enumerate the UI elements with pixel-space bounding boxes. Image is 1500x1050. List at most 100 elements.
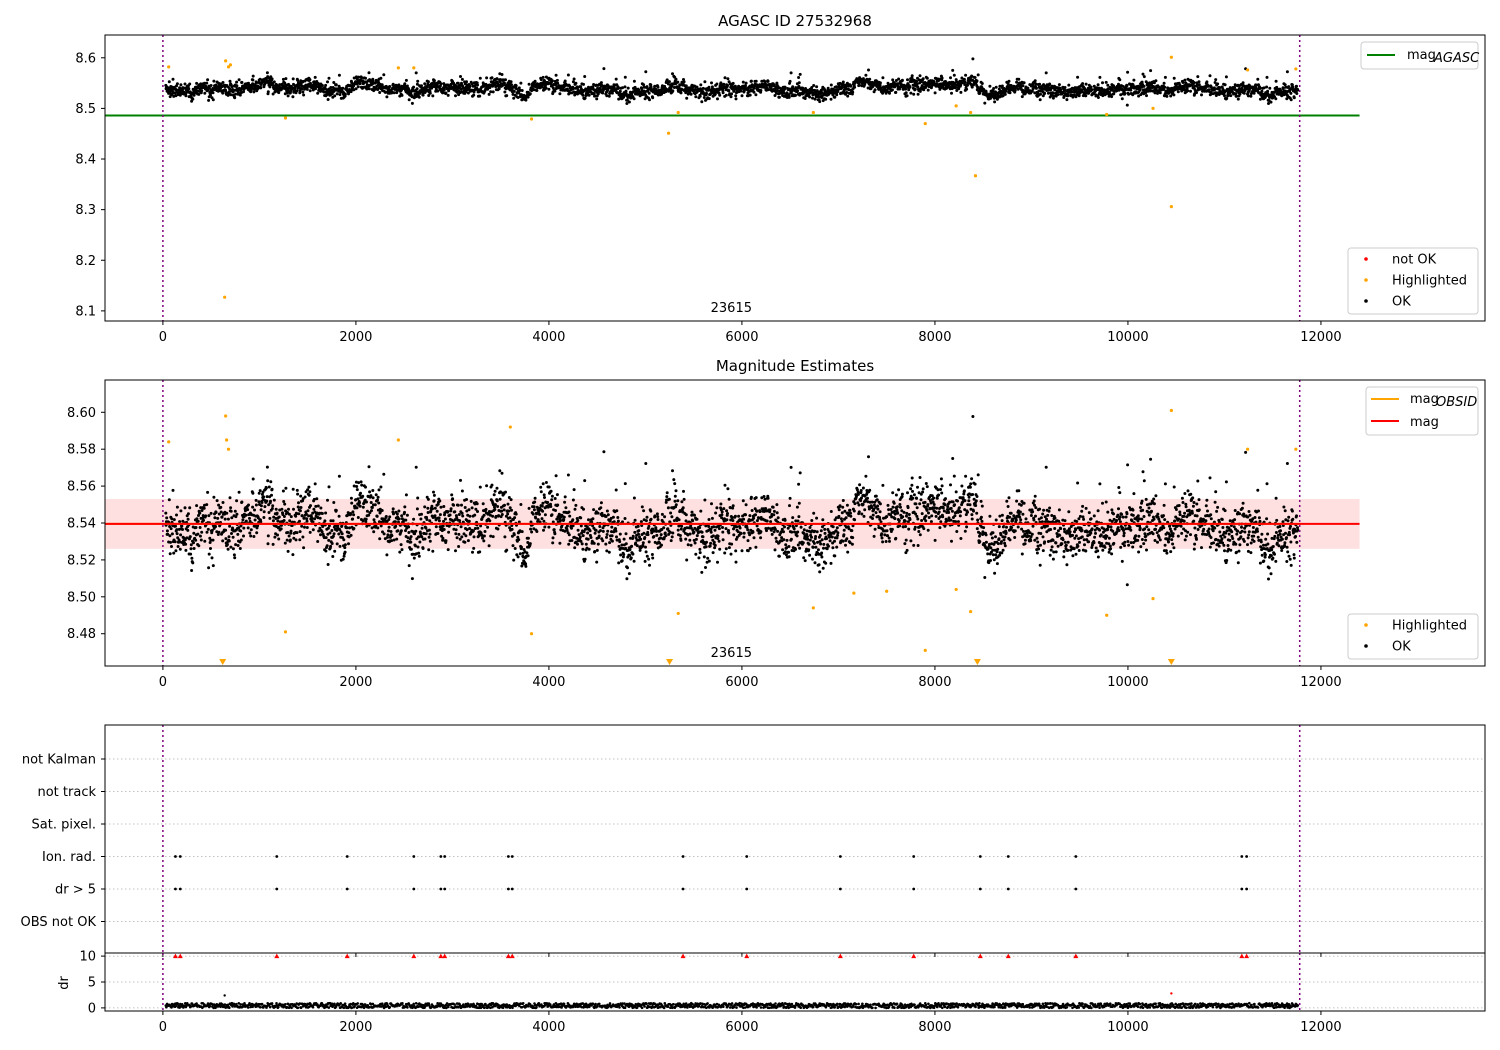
ok-point <box>543 525 547 529</box>
ok-point <box>459 478 462 482</box>
ok-point <box>338 544 342 548</box>
highlighted-point <box>676 110 680 115</box>
ok-point <box>519 81 523 85</box>
ok-point <box>524 564 528 568</box>
highlighted-point <box>954 104 958 108</box>
ok-point <box>759 89 763 92</box>
ok-point <box>481 502 485 506</box>
ok-point <box>286 531 290 534</box>
ok-point <box>666 82 670 86</box>
ok-point <box>315 497 319 501</box>
ok-point <box>1265 75 1269 79</box>
ok-point <box>390 90 394 94</box>
highlighted-point <box>1294 67 1298 71</box>
ok-point <box>723 76 727 80</box>
ok-point <box>1034 82 1038 86</box>
ok-point <box>175 82 179 86</box>
ok-point <box>234 92 238 96</box>
ok-point <box>265 465 269 469</box>
ok-point <box>610 91 614 95</box>
ok-point <box>703 80 707 84</box>
ok-point <box>951 68 955 72</box>
ok-point <box>1291 85 1295 89</box>
ok-point <box>211 538 215 542</box>
ok-point <box>358 82 362 86</box>
ok-point <box>365 500 368 504</box>
ok-point <box>178 547 182 551</box>
ok-point <box>415 507 419 511</box>
ok-point <box>591 85 595 89</box>
ok-point <box>239 529 243 533</box>
highlighted-point <box>412 66 416 70</box>
ok-point <box>504 490 507 494</box>
ok-point <box>581 547 585 551</box>
ok-point <box>229 93 233 97</box>
ok-point <box>1292 96 1296 100</box>
ok-point <box>682 80 686 84</box>
agasc-obsid-annotation: 23615 <box>711 301 752 316</box>
ok-point <box>694 95 698 99</box>
ok-point <box>491 535 495 539</box>
ok-point <box>265 79 269 83</box>
ok-point <box>175 513 178 517</box>
agasc-panel-title: AGASC ID 27532968 <box>718 12 872 30</box>
ok-point <box>244 519 248 523</box>
ok-point <box>337 514 341 518</box>
ok-point <box>197 92 201 96</box>
ok-point <box>171 488 175 492</box>
ok-point <box>1081 82 1085 86</box>
ok-point <box>187 87 191 91</box>
ok-point <box>722 82 726 86</box>
ok-point <box>266 542 270 546</box>
ok-point <box>1229 94 1233 98</box>
ok-point <box>316 504 320 508</box>
ok-point <box>1132 78 1136 82</box>
ok-point <box>555 493 559 497</box>
ok-point <box>268 85 272 89</box>
ok-point <box>851 90 855 94</box>
ok-point <box>1098 75 1102 79</box>
ok-point <box>897 77 901 81</box>
x-tick-label: 2000 <box>339 330 372 345</box>
ok-point <box>797 81 801 85</box>
ok-point <box>384 515 388 518</box>
ok-point <box>388 515 392 519</box>
agasc-panel: AGASC ID 27532968 0 2000 4000 6000 8000 10000… <box>75 12 1486 345</box>
ok-point <box>178 93 182 97</box>
ok-point <box>1266 89 1270 93</box>
ok-point <box>512 96 516 100</box>
legend-marker <box>1364 257 1368 261</box>
ok-point <box>504 78 507 82</box>
ok-point <box>733 84 737 88</box>
ok-point <box>472 535 476 539</box>
legend-marker <box>1364 299 1368 303</box>
ok-point <box>299 506 303 509</box>
ok-point <box>754 93 758 97</box>
ok-point <box>1046 91 1050 95</box>
ok-point <box>1158 91 1162 95</box>
ok-point <box>303 525 306 529</box>
ok-point <box>551 541 555 545</box>
ok-point <box>376 526 380 530</box>
ok-point <box>867 68 870 72</box>
ok-point <box>188 82 192 86</box>
ok-point <box>491 514 495 518</box>
mag-estimates-panel-title: Magnitude Estimates <box>716 357 874 375</box>
ok-point <box>527 506 531 510</box>
ok-point <box>1162 81 1166 85</box>
ok-point <box>547 485 551 489</box>
ok-point <box>235 84 239 88</box>
ok-point <box>311 88 315 92</box>
ok-point <box>1296 88 1300 92</box>
ok-point <box>563 79 567 83</box>
ok-point <box>700 100 704 104</box>
ok-point <box>347 542 350 546</box>
ok-point <box>320 512 324 515</box>
ok-point <box>540 517 544 521</box>
ok-point <box>409 535 413 539</box>
ok-point <box>776 85 780 89</box>
ok-point <box>685 96 689 100</box>
ok-point <box>423 505 427 509</box>
ok-point <box>184 548 188 552</box>
